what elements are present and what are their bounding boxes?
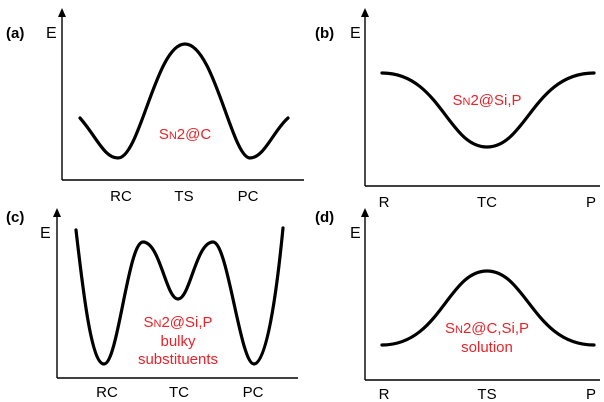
panel-a-tick-rc: RC bbox=[110, 188, 132, 205]
panel-b-y-label: E bbox=[350, 25, 361, 42]
panel-a-letter: (a) bbox=[6, 25, 24, 42]
panel-d-mechanism-label: SN2@C,Si,P bbox=[445, 320, 529, 337]
panel-d-y-label: E bbox=[350, 225, 361, 242]
panel-d-y-arrow bbox=[361, 208, 369, 217]
panel-c-y-label: E bbox=[40, 225, 51, 242]
panel-d-tick-p: P bbox=[586, 386, 596, 402]
panel-b-tick-tc: TC bbox=[477, 194, 497, 211]
panel-b: (b) E SN2@Si,P R TC P bbox=[315, 8, 600, 211]
panel-b-tick-r: R bbox=[379, 194, 390, 211]
panel-c-letter: (c) bbox=[6, 209, 24, 226]
panel-a-y-label: E bbox=[46, 25, 57, 42]
panel-d-tick-r: R bbox=[379, 386, 390, 402]
panel-c-label-line-3: substituents bbox=[138, 351, 218, 368]
panel-b-letter: (b) bbox=[315, 25, 334, 42]
panel-b-y-arrow bbox=[361, 8, 369, 17]
panel-b-mechanism-label: SN2@Si,P bbox=[452, 92, 521, 109]
panel-c-y-arrow bbox=[53, 208, 61, 217]
panel-c: (c) E SN2@Si,P bulky substituents RC TC … bbox=[6, 208, 298, 401]
panel-c-mechanism-label: SN2@Si,P bbox=[143, 314, 212, 331]
panel-d: (d) E SN2@C,Si,P solution R TS P bbox=[315, 208, 600, 402]
panel-b-energy-curve bbox=[380, 71, 596, 149]
panel-a-tick-ts: TS bbox=[174, 188, 193, 205]
panel-c-tick-rc: RC bbox=[96, 384, 118, 401]
panel-c-tick-tc: TC bbox=[169, 384, 189, 401]
panel-d-letter: (d) bbox=[315, 209, 334, 226]
panel-c-label-line-2: bulky bbox=[160, 333, 196, 350]
panel-a-y-arrow bbox=[58, 8, 66, 17]
panel-a-mechanism-label: SN2@C bbox=[159, 126, 212, 143]
panel-c-tick-pc: PC bbox=[243, 384, 264, 401]
panel-d-label-line-2: solution bbox=[461, 339, 513, 356]
panel-d-tick-ts: TS bbox=[477, 386, 496, 402]
panel-a-tick-pc: PC bbox=[238, 188, 259, 205]
panel-a: (a) E SN2@C RC TS PC bbox=[6, 8, 304, 205]
panel-b-tick-p: P bbox=[586, 194, 596, 211]
panel-d-energy-curve bbox=[380, 269, 596, 347]
panel-c-energy-curve bbox=[74, 226, 285, 366]
panel-a-energy-curve bbox=[78, 42, 290, 160]
